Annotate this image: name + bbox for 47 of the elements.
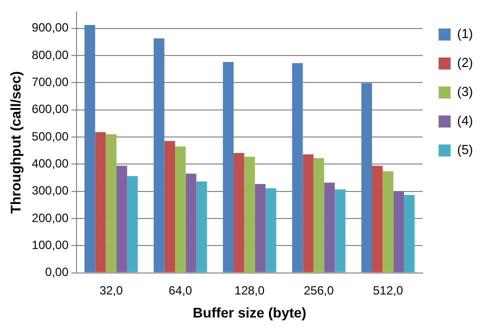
- x-tick-label: 32,0: [99, 283, 124, 298]
- bar: [234, 152, 244, 272]
- y-tick-label: 400,00: [32, 156, 69, 170]
- bar: [106, 134, 116, 272]
- bar: [404, 194, 415, 272]
- bar: [302, 154, 314, 272]
- bar: [84, 25, 96, 272]
- bar: [164, 141, 176, 272]
- y-axis-title: Throughput (call/sec): [7, 71, 24, 214]
- bar: [116, 166, 128, 272]
- bar: [95, 132, 106, 272]
- bar: [313, 158, 324, 272]
- y-tick-label: 0,00: [45, 265, 69, 280]
- bar: [266, 188, 276, 272]
- bar: [334, 189, 346, 272]
- bar: [254, 184, 266, 272]
- bar: [372, 166, 383, 272]
- y-tick-label: 500,00: [32, 129, 69, 144]
- bar: [393, 191, 404, 272]
- legend-label: (4): [457, 113, 473, 128]
- bar: [324, 182, 335, 272]
- y-tick-label: 800,00: [32, 48, 69, 62]
- y-tick-label: 200,00: [32, 210, 69, 225]
- x-tick-label: 64,0: [168, 283, 192, 298]
- x-tick-label: 256,0: [304, 283, 334, 298]
- x-tick-label: 512,0: [372, 283, 404, 298]
- bar: [222, 62, 234, 272]
- legend-label: (2): [457, 55, 473, 70]
- legend-label: (5): [457, 142, 473, 158]
- y-tick-label: 300,00: [32, 184, 69, 198]
- y-tick-label: 600,00: [32, 102, 69, 116]
- legend-label: (3): [457, 84, 473, 100]
- bar: [382, 171, 394, 272]
- legend-label: (1): [457, 26, 473, 42]
- bar: [186, 174, 196, 272]
- bar: [292, 63, 303, 272]
- x-tick-label: 128,0: [234, 283, 265, 298]
- bar: [175, 146, 186, 272]
- x-axis-title: Buffer size (byte): [192, 304, 306, 320]
- bar: [127, 176, 138, 272]
- bar: [154, 38, 164, 272]
- bar: [244, 156, 255, 272]
- y-tick-label: 900,00: [32, 20, 69, 35]
- y-tick-label: 100,00: [32, 238, 69, 252]
- y-tick-label: 700,00: [32, 74, 69, 89]
- bar: [361, 83, 372, 272]
- bar: [196, 182, 207, 272]
